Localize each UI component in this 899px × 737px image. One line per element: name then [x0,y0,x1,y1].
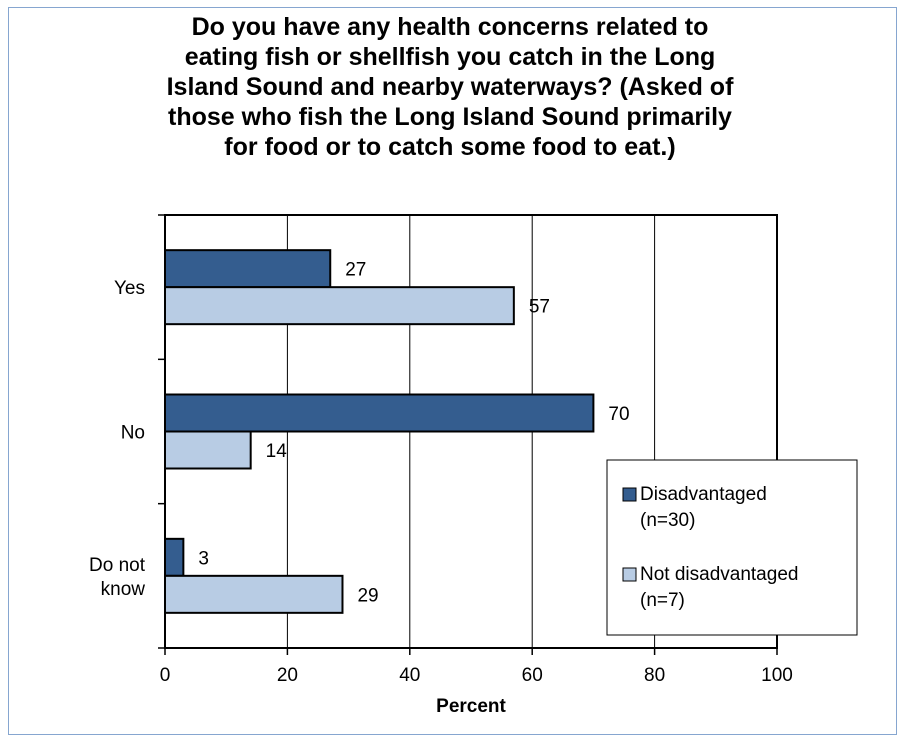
chart-title-line: Island Sound and nearby waterways? (Aske… [166,73,734,101]
bar [164,249,332,289]
data-label: 57 [529,297,550,318]
x-tick-label: 60 [522,665,543,686]
chart-title: Do you have any health concerns related … [110,12,790,162]
x-tick-label: 0 [160,665,171,686]
chart-title-line: those who fish the Long Island Sound pri… [168,103,732,131]
plot-border [164,214,778,649]
chart-title-line: Do you have any health concerns related … [191,13,709,41]
category-label: Yes [114,278,145,299]
category-label: Do not [89,555,146,576]
bar [164,286,515,326]
legend-label: (n=30) [640,510,695,531]
data-label: 14 [266,441,288,462]
x-tick-label: 80 [644,665,665,686]
data-label: 70 [608,404,629,425]
bar [164,393,595,433]
legend-label: (n=7) [640,590,685,611]
chart-title-line: eating fish or shellfish you catch in th… [184,43,716,71]
legend-box [606,459,858,636]
legend-swatch [622,487,637,502]
x-tick-label: 20 [277,665,298,686]
data-label: 29 [357,585,378,606]
legend-label: Not disadvantaged [640,564,798,585]
x-axis-title: Percent [436,696,506,717]
bar [164,430,252,470]
data-label: 27 [345,260,366,281]
legend-swatch [622,567,637,582]
data-label: 3 [198,548,209,569]
category-label: know [101,579,146,600]
category-label: No [121,423,145,444]
legend-label: Disadvantaged [640,484,767,505]
bar [164,537,185,577]
x-tick-label: 100 [761,665,793,686]
x-tick-label: 40 [399,665,420,686]
bar [164,574,344,614]
chart-title-line: for food or to catch some food to eat.) [224,133,676,161]
